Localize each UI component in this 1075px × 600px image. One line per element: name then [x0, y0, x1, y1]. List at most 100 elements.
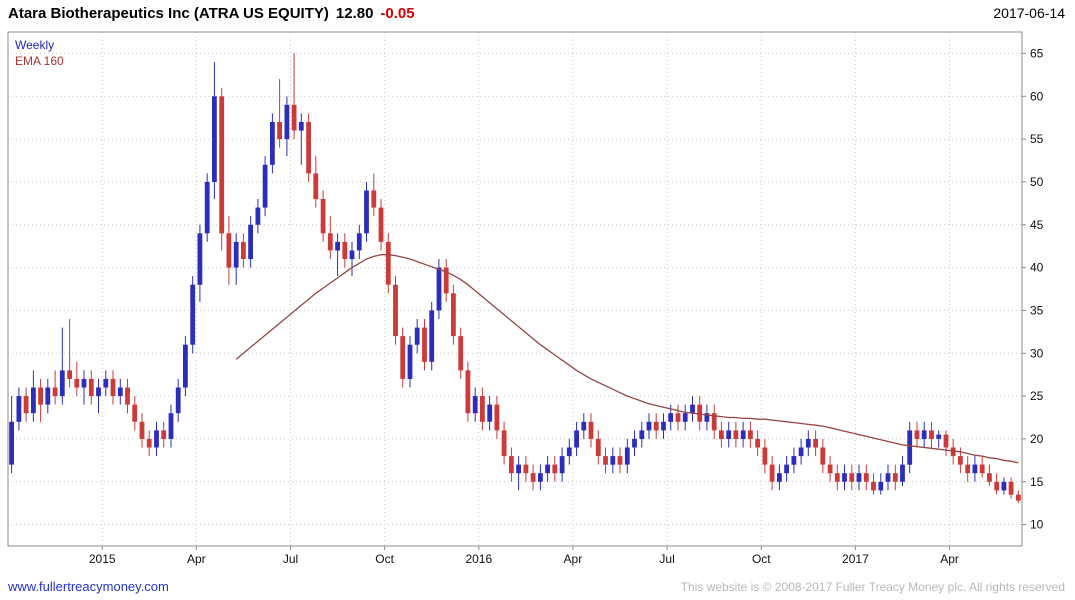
- candle-body: [31, 387, 36, 414]
- candle-body: [610, 456, 616, 465]
- candle-body: [88, 378, 94, 396]
- candle-body: [653, 421, 659, 431]
- candle-body: [298, 122, 304, 131]
- candle-body: [422, 327, 427, 362]
- candle-body: [52, 387, 58, 397]
- candle-body: [690, 404, 695, 414]
- candle-body: [603, 456, 608, 465]
- y-axis-label: 20: [1030, 432, 1044, 446]
- x-axis-label: Apr: [940, 552, 959, 566]
- candle-body: [342, 241, 348, 259]
- instrument-name: Atara Biotherapeutics Inc (ATRA US EQUIT…: [8, 5, 329, 22]
- candle-body: [23, 396, 29, 414]
- candle-body: [487, 404, 493, 422]
- y-axis-label: 15: [1030, 475, 1044, 489]
- candle-body: [212, 96, 217, 182]
- y-axis-label: 35: [1030, 303, 1044, 317]
- candle-body: [958, 456, 963, 465]
- candle-body: [791, 456, 797, 465]
- candle-body: [96, 387, 101, 397]
- candle-body: [117, 387, 123, 397]
- candle-body: [364, 190, 369, 234]
- candle-body: [458, 336, 464, 371]
- candle-body: [146, 438, 152, 448]
- candle-body: [349, 250, 355, 260]
- price-change: -0.05: [380, 5, 415, 22]
- chart-legend: Weekly EMA 160: [15, 37, 64, 69]
- x-axis-label: Apr: [187, 552, 206, 566]
- candle-body: [255, 207, 261, 225]
- candle-body: [400, 336, 406, 379]
- candle-body: [849, 473, 855, 482]
- candle-body: [842, 473, 847, 482]
- candle-body: [356, 233, 362, 251]
- candle-body: [204, 181, 210, 234]
- candle-body: [9, 421, 14, 465]
- candle-body: [327, 233, 333, 251]
- candle-body: [465, 370, 471, 414]
- candle-body: [320, 199, 326, 234]
- candle-body: [711, 413, 717, 431]
- candle-body: [834, 473, 840, 482]
- candle-body: [313, 173, 319, 200]
- y-axis-label: 65: [1030, 46, 1044, 60]
- candle-body: [639, 430, 645, 439]
- candle-body: [668, 413, 674, 422]
- grid-and-axes: 10 15 20 25 30 35 40 45 50 55 60 65 2015 Apr Jul Oct 201…: [7, 31, 1044, 566]
- x-axis-label: Oct: [752, 552, 771, 566]
- candle-body: [414, 327, 420, 345]
- candle-body: [987, 473, 992, 482]
- candle-body: [748, 430, 753, 439]
- candle-body: [161, 430, 167, 439]
- legend-timeframe-label: Weekly: [15, 38, 55, 52]
- candle-body: [183, 344, 188, 388]
- candle-body: [777, 473, 782, 482]
- x-axis-label: Apr: [564, 552, 583, 566]
- candle-body: [175, 387, 181, 414]
- candle-body: [871, 481, 876, 491]
- candle-body: [306, 122, 311, 174]
- candle-body: [762, 447, 768, 465]
- candle-body: [682, 413, 688, 422]
- candle-body: [407, 344, 413, 379]
- candle-body: [241, 241, 246, 259]
- chart-header: Atara Biotherapeutics Inc (ATRA US EQUIT…: [8, 5, 1065, 22]
- y-axis-label: 45: [1030, 218, 1044, 232]
- candle-body: [719, 430, 724, 439]
- y-axis-label: 40: [1030, 261, 1044, 275]
- candle-body: [436, 267, 442, 311]
- copyright-text: This website is © 2008-2017 Fuller Treac…: [680, 580, 1065, 594]
- candle-body: [595, 438, 601, 456]
- candle-body: [559, 456, 565, 474]
- candle-body: [697, 404, 703, 422]
- candle-body: [284, 104, 290, 140]
- candle-body: [523, 464, 529, 474]
- website-link[interactable]: www.fullertreacymoney.com: [8, 579, 169, 594]
- candle-body: [219, 96, 225, 234]
- candle-body: [132, 404, 138, 422]
- candle-body: [538, 473, 543, 482]
- candle-body: [45, 387, 51, 405]
- candle-body: [67, 370, 72, 379]
- candle-body: [863, 473, 869, 482]
- chart-date: 2017-06-14: [993, 5, 1065, 21]
- candle-body: [907, 430, 913, 465]
- candle-body: [248, 224, 253, 260]
- candle-body: [972, 464, 978, 474]
- candle-body: [552, 464, 558, 474]
- candle-body: [277, 122, 282, 140]
- y-axis-label: 60: [1030, 89, 1044, 103]
- candle-body: [726, 430, 732, 439]
- candle-body: [501, 430, 507, 457]
- candle-body: [385, 241, 391, 285]
- candle-body: [740, 430, 746, 439]
- y-axis-label: 25: [1030, 389, 1044, 403]
- candle-body: [270, 122, 275, 165]
- candle-body: [59, 370, 65, 397]
- candle-body: [190, 284, 196, 345]
- candle-body: [784, 464, 789, 474]
- x-axis-label: Jul: [283, 552, 298, 566]
- candle-body: [125, 387, 130, 405]
- candle-body: [110, 378, 116, 396]
